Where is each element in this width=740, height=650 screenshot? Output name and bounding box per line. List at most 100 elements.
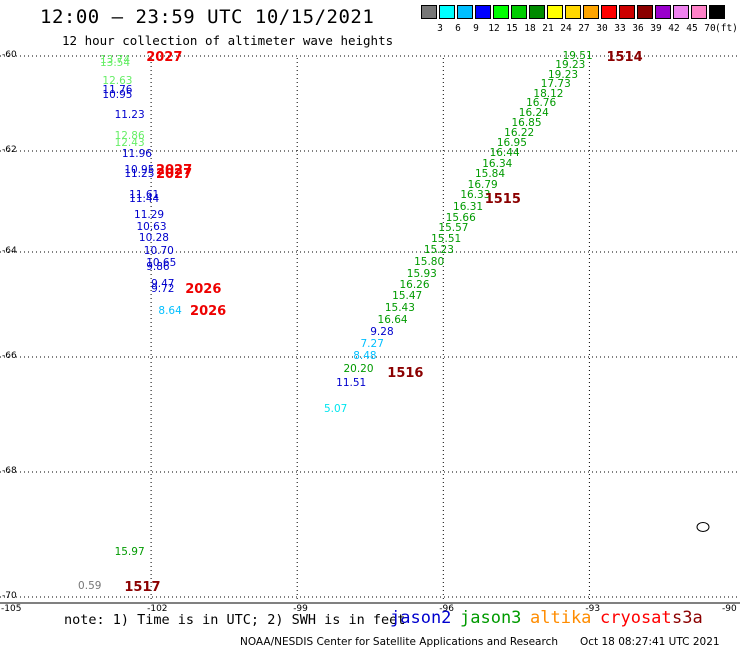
wave-height-value: 11.76	[102, 84, 133, 97]
legend-jason2: jason2	[390, 608, 452, 628]
pass-time-label: 2027	[155, 163, 193, 179]
pass-time-label: 1517	[124, 580, 161, 595]
wave-height-value: 15.97	[114, 546, 145, 558]
latitude-axis-label: -62	[2, 145, 17, 155]
colorbar-swatch	[619, 5, 635, 19]
wave-height-value: 11.25	[124, 168, 155, 181]
longitude-axis-label: -99	[293, 604, 308, 614]
longitude-axis-label: -93	[585, 604, 601, 614]
colorbar-swatch	[637, 5, 653, 19]
wave-height-value: 13.74	[99, 53, 131, 66]
colorbar-tick-label: 15	[506, 23, 518, 34]
colorbar-unit: (ft)	[715, 23, 738, 34]
wave-height-value: 11.23	[114, 109, 145, 122]
wave-height-value: 16.79	[467, 178, 498, 191]
longitude-axis-label: -90	[722, 604, 737, 614]
colorbar-swatch	[475, 5, 491, 19]
wave-height-value: 16.33	[460, 189, 491, 202]
wave-height-value: 16.31	[453, 200, 484, 213]
wave-height-value: 8.64	[158, 304, 182, 317]
wave-height-value: 9.72	[151, 282, 175, 295]
wave-height-value: 16.44	[489, 147, 520, 160]
map-title: 12:00 – 23:59 UTC 10/15/2021	[40, 6, 375, 28]
wave-height-value: 15.93	[406, 267, 437, 280]
wave-height-value: 11.29	[134, 208, 165, 221]
colorbar-tick-label: 70	[704, 23, 716, 34]
wave-height-value: 15.84	[474, 168, 506, 181]
longitude-axis-label: -96	[439, 604, 454, 614]
pass-time-label: 1514	[606, 50, 643, 66]
colorbar-swatch	[493, 5, 509, 19]
pass-time-label: 2026	[190, 303, 227, 319]
wave-height-value: 7.27	[360, 337, 384, 350]
latitude-axis-label: -68	[2, 466, 17, 476]
colorbar-tick-label: 33	[614, 23, 626, 34]
wave-height-value: 13.54	[99, 56, 131, 69]
wave-height-value: 11.96	[121, 147, 152, 160]
colorbar-swatch	[439, 5, 455, 19]
wave-height-value: 15.47	[392, 290, 423, 303]
colorbar-swatch	[421, 5, 437, 19]
colorbar-tick-label: 9	[473, 23, 479, 34]
latitude-axis-label: -66	[2, 351, 17, 361]
wave-height-value: 17.73	[540, 77, 571, 90]
colorbar-tick-label: 42	[668, 23, 680, 34]
colorbar-swatch	[655, 5, 671, 19]
wave-height-value: 10.65	[146, 256, 177, 269]
wave-height-value: 11.44	[129, 193, 160, 206]
wave-height-value: 19.23	[548, 68, 579, 81]
wave-height-value: 9.86	[146, 260, 170, 273]
footnote: note: 1) Time is in UTC; 2) SWH is in fe…	[64, 612, 406, 628]
wave-height-value: 12.86	[114, 129, 145, 142]
pass-time-label: 1515	[484, 191, 521, 207]
colorbar-swatch	[601, 5, 617, 19]
longitude-axis-label: -102	[147, 604, 168, 614]
wave-height-value: 19.51	[562, 50, 593, 62]
wave-height-value: 16.26	[399, 278, 430, 291]
wave-height-value: 16.34	[482, 157, 513, 170]
wave-height-value: 16.22	[504, 126, 535, 139]
latitude-axis-label: -64	[2, 246, 17, 256]
colorbar-tick-label: 21	[542, 23, 554, 34]
colorbar-swatch	[583, 5, 599, 19]
map-gridlines	[0, 55, 740, 604]
colorbar-swatch	[565, 5, 581, 19]
wave-height-value: 11.61	[129, 189, 160, 202]
legend-altika: altika	[530, 608, 592, 628]
wave-height-value: 16.95	[496, 136, 527, 149]
island-outline	[696, 522, 710, 532]
map-subtitle: 12 hour collection of altimeter wave hei…	[62, 33, 394, 48]
colorbar-tick-label: 24	[560, 23, 572, 34]
wave-height-value: 15.80	[414, 255, 445, 268]
colorbar-tick-label: 18	[524, 23, 536, 34]
colorbar-tick-label: 3	[437, 23, 443, 34]
pass-time-label: 2027	[155, 167, 193, 183]
legend-cryosat: cryosat	[600, 608, 672, 628]
wave-height-value: 10.70	[143, 244, 174, 257]
wave-height-value: 8.48	[353, 349, 377, 362]
colorbar-tick-label: 45	[686, 23, 698, 34]
colorbar-tick-label: 6	[455, 23, 461, 34]
wave-height-value: 10.28	[138, 232, 169, 245]
wave-height-value: 15.51	[431, 233, 462, 246]
wave-height-value: 15.66	[445, 211, 476, 224]
wave-height-value: 9.28	[370, 325, 394, 338]
colorbar-swatch	[709, 5, 725, 19]
wave-height-value: 12.63	[102, 74, 133, 87]
wave-height-value: 10.95	[102, 88, 133, 101]
wave-height-value: 18.12	[533, 87, 564, 100]
generation-timestamp: Oct 18 08:27:41 UTC 2021	[580, 636, 720, 648]
colorbar-swatch	[547, 5, 563, 19]
colorbar-tick-label: 30	[596, 23, 608, 34]
wave-height-value: 12.43	[114, 136, 145, 149]
legend-s3a: s3a	[672, 608, 703, 628]
wave-height-value: 16.24	[518, 107, 549, 119]
wave-height-value: 19.23	[555, 59, 586, 72]
coastline-features	[696, 522, 710, 532]
wave-height-value: 15.43	[384, 302, 415, 315]
wave-height-value: 15.23	[423, 244, 454, 257]
credit-line: NOAA/NESDIS Center for Satellite Applica…	[240, 636, 558, 648]
colorbar-tick-label: 39	[650, 23, 662, 34]
wave-height-value: 10.95	[124, 164, 155, 177]
